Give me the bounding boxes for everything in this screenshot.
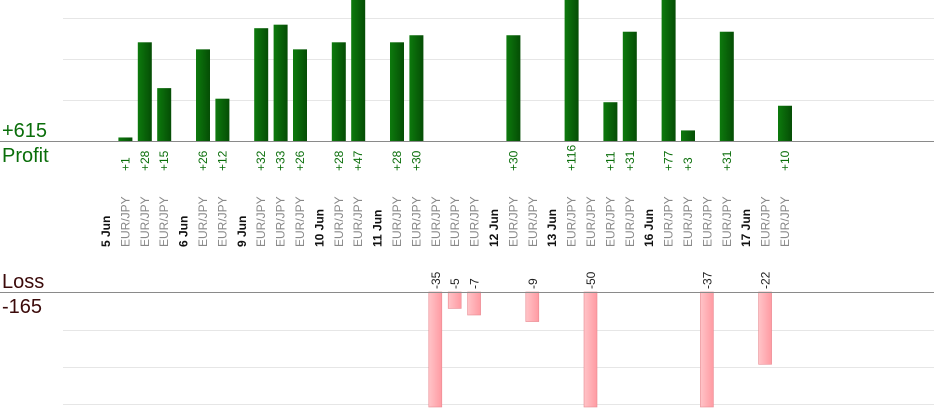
profit-bar (137, 42, 152, 141)
loss-bar (467, 291, 481, 316)
date-label: 17 Jun (739, 209, 753, 247)
loss-value-label: -22 (759, 271, 773, 289)
date-label: 16 Jun (642, 209, 656, 247)
loss-bar (758, 291, 772, 365)
pair-label: EUR/JPY (720, 196, 734, 247)
pair-label: EUR/JPY (274, 196, 288, 247)
profit-bar (603, 102, 618, 141)
profit-bar (409, 35, 424, 141)
profit-value-label: +33 (274, 150, 288, 171)
profit-bar (196, 49, 210, 141)
date-label: 5 Jun (99, 216, 113, 247)
pair-label: EUR/JPY (526, 196, 540, 247)
pair-label: EUR/JPY (254, 196, 268, 247)
pair-label: EUR/JPY (700, 196, 714, 247)
pair-label: EUR/JPY (681, 196, 695, 247)
pair-label: EUR/JPY (138, 196, 152, 247)
loss-bar (447, 291, 462, 309)
profit-value-label: +32 (254, 150, 268, 171)
pair-label: EUR/JPY (662, 196, 676, 247)
pair-label: EUR/JPY (506, 196, 520, 247)
profit-bar (390, 42, 404, 141)
profit-bar (506, 35, 521, 141)
profit-bar (564, 0, 579, 141)
loss-value-label: -50 (584, 271, 598, 289)
pair-label: EUR/JPY (584, 196, 598, 247)
profit-bar (351, 0, 366, 141)
pair-label: EUR/JPY (565, 196, 579, 247)
date-label: 12 Jun (487, 209, 501, 247)
loss-value-label: -37 (700, 271, 714, 289)
profit-bar (215, 98, 230, 141)
profit-value-label: +26 (293, 150, 307, 171)
date-label: 10 Jun (312, 209, 326, 247)
pair-label: EUR/JPY (623, 196, 637, 247)
bars (118, 0, 792, 408)
pair-label: EUR/JPY (118, 196, 132, 247)
loss-label: Loss (2, 271, 44, 293)
profit-bar (778, 105, 792, 141)
date-label: 11 Jun (371, 210, 385, 247)
loss-value-label: -35 (429, 271, 443, 289)
category-labels: 5 Jun EUR/JPY EUR/JPY EUR/JPY 6 Jun EUR/JPY EU… (99, 196, 792, 247)
profit-value-label: +47 (351, 150, 365, 171)
profit-bar (719, 31, 734, 142)
pair-label: EUR/JPY (468, 196, 482, 247)
profit-bar (254, 28, 269, 142)
profit-value-label: +11 (603, 151, 617, 171)
pair-label: EUR/JPY (215, 196, 229, 247)
profit-value-label: +10 (778, 150, 792, 171)
pair-label: EUR/JPY (293, 196, 307, 247)
date-label: 9 Jun (235, 216, 249, 247)
profit-value-label: +28 (332, 150, 346, 171)
profit-value-label: +26 (196, 150, 210, 171)
date-label: 6 Jun (177, 216, 191, 247)
pair-label: EUR/JPY (332, 196, 346, 247)
profit-value-label: +116 (565, 145, 579, 171)
total-loss: -165 (2, 296, 42, 318)
profit-bar (157, 88, 172, 141)
profit-bar (661, 0, 676, 141)
profit-label: Profit (2, 145, 49, 167)
profit-value-label: +31 (720, 150, 734, 171)
pair-label: EUR/JPY (390, 196, 404, 247)
profit-value-label: +15 (157, 150, 171, 171)
profit-value-label: +28 (138, 150, 152, 171)
profit-bar (622, 31, 637, 142)
profit-value-label: +31 (623, 150, 637, 171)
date-label: 13 Jun (545, 209, 559, 247)
loss-bar (583, 291, 598, 408)
profit-value-label: +30 (506, 150, 520, 171)
pair-label: EUR/JPY (429, 196, 443, 247)
pair-label: EUR/JPY (409, 196, 423, 247)
profit-value-label: +77 (662, 150, 676, 171)
profit-value-label: +3 (681, 157, 695, 171)
loss-value-label: -5 (448, 278, 462, 289)
profit-value-label: +30 (409, 150, 423, 171)
profit-bar (273, 24, 288, 141)
loss-value-label: -9 (526, 278, 540, 289)
profit-bar (681, 130, 695, 141)
pair-label: EUR/JPY (196, 196, 210, 247)
profit-value-label: +28 (390, 150, 404, 171)
profit-value-label: +12 (215, 150, 229, 171)
pair-label: EUR/JPY (351, 196, 365, 247)
profit-value-label: +1 (118, 157, 132, 171)
total-profit: +615 (2, 120, 47, 142)
loss-bar (525, 291, 540, 322)
profit-bar (331, 42, 346, 141)
pair-label: EUR/JPY (157, 196, 171, 247)
loss-bar (428, 291, 443, 408)
pair-label: EUR/JPY (603, 196, 617, 247)
profit-bar (293, 49, 307, 141)
pair-label: EUR/JPY (778, 196, 792, 247)
profit-bar (118, 137, 133, 141)
pair-label: EUR/JPY (759, 196, 773, 247)
loss-bar (700, 291, 714, 408)
value-labels: +1 +28 +15 +26 +12 +32 +33 +26 +28 +47 +28 +30 -35 -5… (118, 145, 792, 289)
loss-value-label: -7 (468, 278, 482, 289)
pair-label: EUR/JPY (448, 196, 462, 247)
